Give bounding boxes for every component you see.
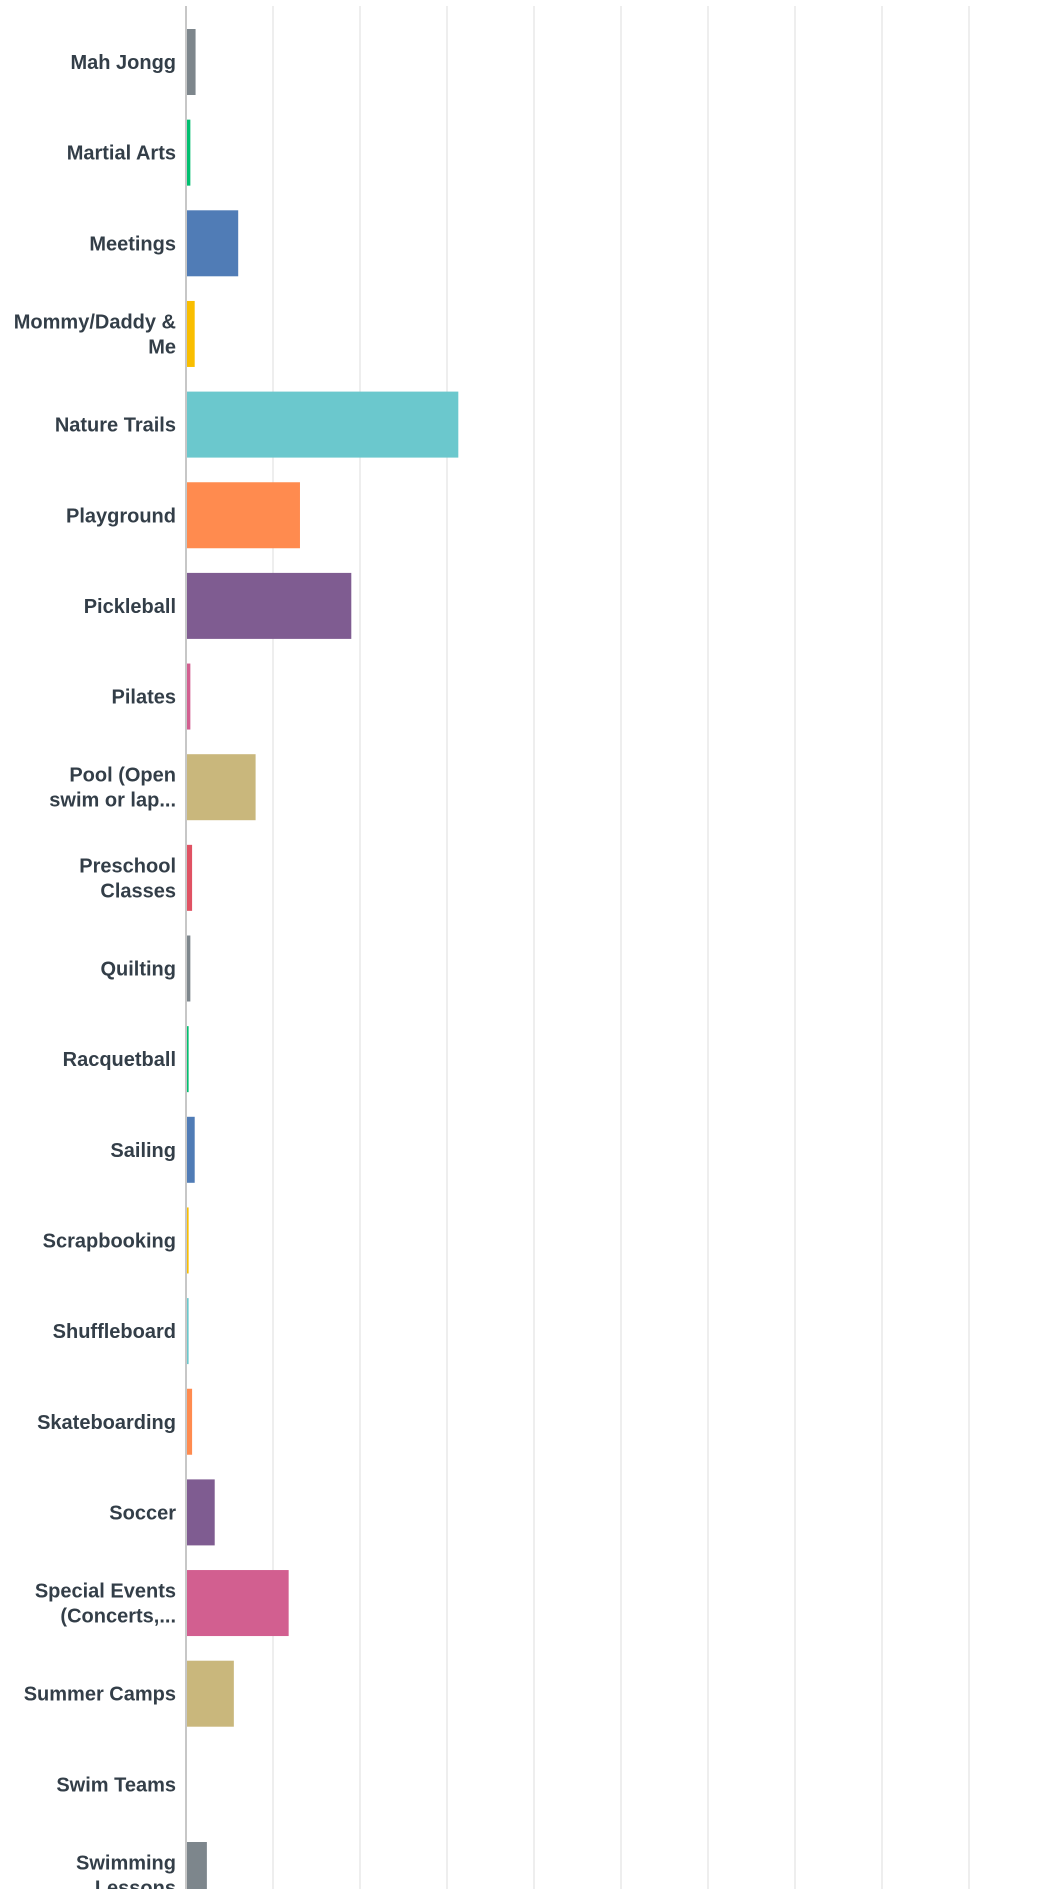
bar-mommy-daddy-me — [186, 300, 195, 367]
category-label: Mommy/Daddy & Me — [14, 311, 176, 358]
bar-soccer — [186, 1479, 215, 1546]
bar-swimming-lessons — [186, 1842, 207, 1889]
category-label: Summer Camps — [24, 1684, 176, 1706]
category-label: Scrapbooking — [43, 1230, 176, 1252]
category-label: Playground — [66, 505, 176, 527]
bar-nature-trails — [186, 391, 459, 458]
category-label: Nature Trails — [55, 415, 176, 437]
bar-pool-open-swim-or-lap — [186, 754, 256, 821]
grid-lines — [272, 6, 970, 1889]
category-label: Soccer — [109, 1502, 176, 1524]
bar-quilting — [186, 935, 191, 1002]
category-label: Pilates — [112, 687, 176, 709]
category-label: Martial Arts — [67, 143, 176, 165]
bar-shuffleboard — [186, 1298, 189, 1365]
bar-racquetball — [186, 1026, 189, 1093]
bar-playground — [186, 482, 300, 549]
bar-special-events-concerts — [186, 1570, 289, 1637]
bar-preschool-classes — [186, 844, 193, 911]
category-label: Preschool Classes — [79, 855, 176, 902]
bar-martial-arts — [186, 119, 191, 186]
bar-scrapbooking — [186, 1207, 189, 1274]
category-label: Swimming Lessons — [76, 1853, 176, 1889]
bar-sailing — [186, 1116, 195, 1183]
bars — [186, 29, 459, 1889]
category-label: Meetings — [89, 233, 176, 255]
bar-pickleball — [186, 572, 352, 639]
bar-mah-jongg — [186, 29, 196, 95]
category-labels: Mah Jongg Martial Arts Meetings Mommy/Daddy… — [14, 52, 176, 1889]
category-label: Swim Teams — [56, 1774, 176, 1796]
category-label: Special Events (Concerts,... — [35, 1581, 176, 1628]
category-label: Pickleball — [84, 596, 176, 618]
bar-summer-camps — [186, 1660, 234, 1727]
category-label: Sailing — [110, 1140, 176, 1162]
category-label: Shuffleboard — [53, 1321, 176, 1343]
bar-pilates — [186, 663, 191, 730]
category-label: Racquetball — [63, 1049, 176, 1071]
bar-meetings — [186, 210, 239, 277]
category-label: Pool (Open swim or lap... — [49, 765, 176, 812]
category-label: Skateboarding — [37, 1412, 176, 1434]
category-label: Quilting — [100, 959, 176, 981]
bar-skateboarding — [186, 1388, 193, 1455]
category-label: Mah Jongg — [70, 52, 176, 74]
